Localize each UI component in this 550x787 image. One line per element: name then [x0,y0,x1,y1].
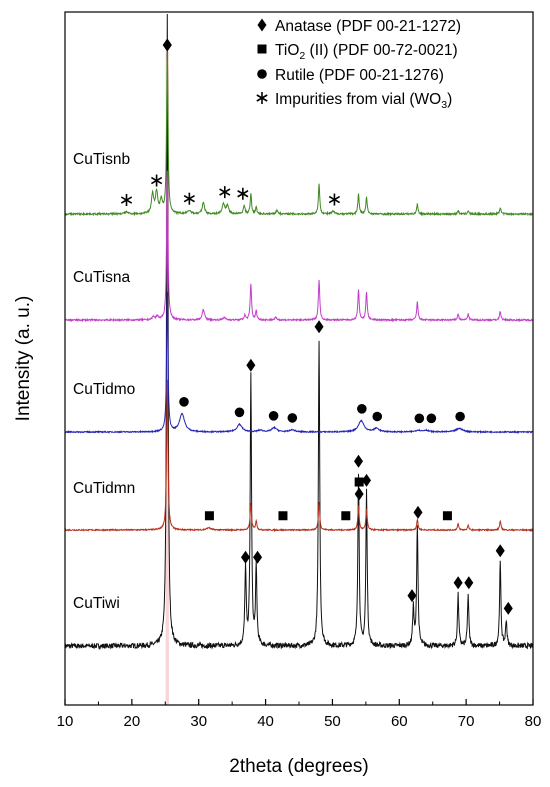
peak-markers [120,38,513,615]
marker-circle [455,411,465,422]
trace-cutisna [64,170,534,323]
highlight-rect [165,52,169,705]
highlight-band [165,52,169,705]
y-axis-label: Intensity (a. u.) [13,296,34,422]
marker-diamond [314,320,324,334]
marker-diamond [407,589,417,603]
x-tick-label: 80 [525,713,542,730]
legend-entry-text: TiO2 (II) (PDF 00-72-0021) [275,42,458,62]
x-tick-label: 60 [391,713,408,730]
marker-circle [414,413,425,424]
x-tick-label: 50 [324,713,341,730]
marker-star [237,187,249,200]
star-stroke [237,190,249,198]
marker-star [219,186,231,199]
marker-circle [426,413,437,424]
star-stroke [219,188,231,196]
marker-square [257,44,267,54]
marker-circle [257,69,267,79]
marker-star [256,92,268,104]
marker-circle [268,411,279,421]
star-stroke [150,176,163,185]
marker-diamond [495,544,505,558]
marker-circle [234,407,245,418]
marker-square [442,511,452,521]
plot-frame [64,11,534,706]
series-label: CuTiwi [73,595,120,612]
marker-diamond [453,576,463,590]
marker-diamond [354,487,364,501]
marker-star [183,192,195,205]
marker-square [204,511,214,521]
marker-circle [357,404,367,414]
legend-entry-text: Rutile (PDF 00-21-1276) [275,67,444,84]
marker-circle [287,413,298,423]
star-stroke [183,195,195,203]
marker-diamond [413,505,423,519]
trace-cutidmn [64,379,534,533]
x-tick-label: 30 [190,713,207,730]
series-labels: CuTiwi CuTidmn CuTidmo CuTisna CuTisnb [73,151,135,612]
marker-circle [179,397,189,407]
trace-cutidmo [64,291,534,435]
marker-star [120,194,133,207]
trace-cutisnb [64,47,534,217]
legend-entry-text: Impurities from vial (WO3) [275,91,452,111]
x-axis-ticks: 10 20 30 40 50 60 70 80 [57,699,542,730]
star-stroke [120,196,133,204]
series-label: CuTidmn [73,480,135,497]
marker-diamond [253,550,263,564]
marker-diamond [354,454,364,468]
marker-diamond [362,473,372,487]
legend-entry-text: Anatase (PDF 00-21-1272) [275,18,461,35]
marker-square [354,477,364,487]
x-axis-label: 2theta (degrees) [229,756,368,777]
series-label: CuTisna [73,269,131,286]
marker-star [150,174,163,187]
series-label: CuTidmo [73,381,135,398]
marker-diamond [246,358,256,372]
marker-circle [372,411,383,422]
star-stroke [328,195,341,204]
marker-diamond [162,38,172,52]
x-tick-label: 70 [458,713,475,730]
legend: Anatase (PDF 00-21-1272) TiO2 (II) (PDF 0… [256,18,461,111]
marker-diamond [257,18,267,32]
x-tick-label: 40 [257,713,274,730]
marker-square [278,511,288,521]
marker-star [328,193,341,206]
marker-square [341,511,351,521]
traces [64,13,534,651]
marker-diamond [503,601,513,615]
marker-diamond [464,576,474,590]
marker-diamond [241,550,251,564]
trace-cutiwi [64,13,534,651]
x-tick-label: 10 [57,713,74,730]
series-label: CuTisnb [73,151,130,168]
star-stroke [256,94,268,102]
x-tick-label: 20 [124,713,141,730]
